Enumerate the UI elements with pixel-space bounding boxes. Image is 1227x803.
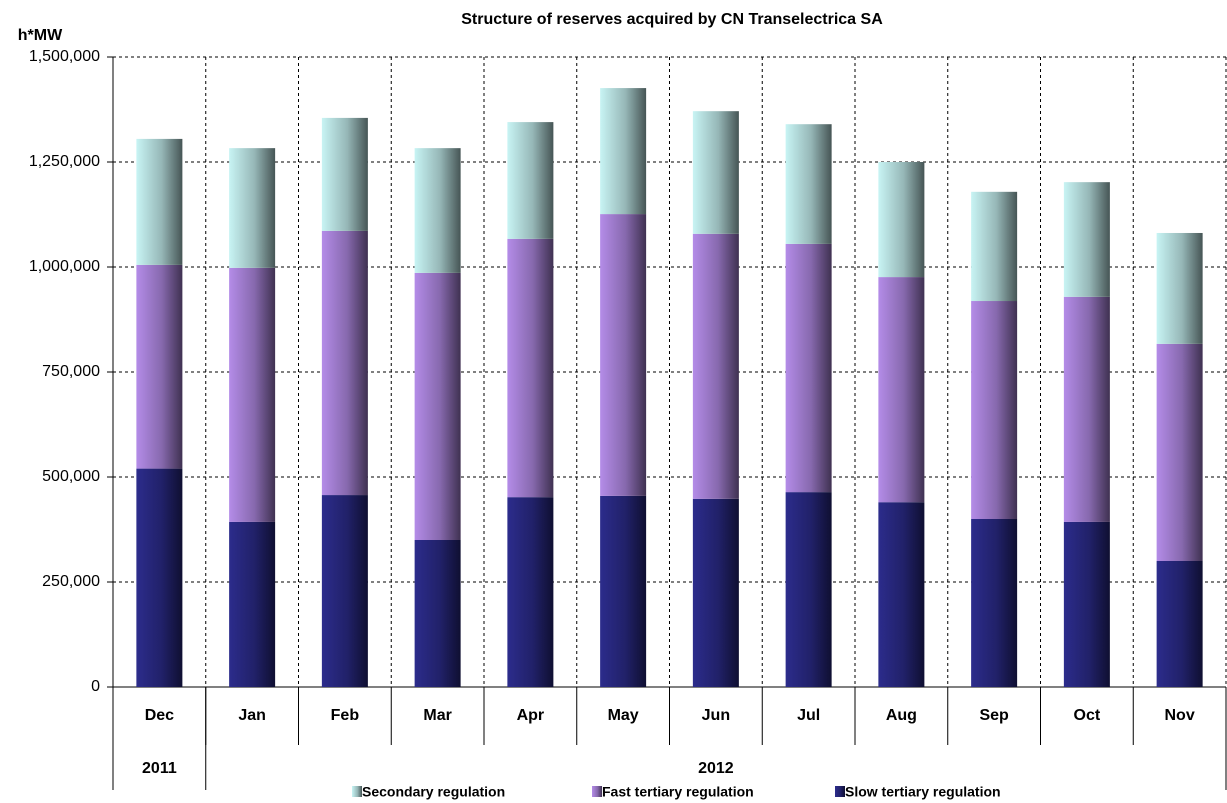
- y-tick-label: 0: [91, 678, 100, 695]
- bar-segment: [971, 191, 1018, 302]
- x-tick-label: Sep: [979, 707, 1009, 724]
- bar-segment: [1063, 182, 1110, 297]
- x-tick-label: Feb: [331, 707, 360, 724]
- bar-segment: [785, 124, 832, 244]
- y-tick-label: 750,000: [42, 363, 100, 380]
- bar-segment: [785, 243, 832, 493]
- bar-segment: [600, 88, 647, 215]
- bar-segment: [692, 111, 739, 234]
- x-tick-label: Aug: [886, 707, 917, 724]
- bar-segment: [321, 495, 368, 687]
- x-tick-label: Jan: [238, 707, 266, 724]
- bar-segment: [1063, 296, 1110, 522]
- bar-segment: [229, 148, 276, 268]
- y-axis-label: h*MW: [18, 27, 63, 44]
- group-label: 2011: [142, 760, 177, 777]
- bar-segment: [229, 267, 276, 522]
- bar-segment: [692, 233, 739, 499]
- bar-segment: [136, 138, 183, 265]
- bar-segment: [1156, 343, 1203, 561]
- bar-segment: [878, 502, 925, 687]
- legend-swatch: [835, 786, 845, 797]
- bar-segment: [600, 495, 647, 687]
- bar-segment: [507, 122, 554, 239]
- bar-segment: [692, 498, 739, 687]
- x-tick-label: Apr: [517, 707, 545, 724]
- legend-label: Secondary regulation: [362, 784, 505, 800]
- bar-segment: [321, 117, 368, 231]
- legend-bg: [340, 782, 1060, 802]
- y-tick-label: 500,000: [42, 468, 100, 485]
- bar-segment: [1156, 561, 1203, 687]
- x-tick-label: Jun: [702, 707, 730, 724]
- chart-title: Structure of reserves acquired by CN Tra…: [461, 11, 883, 28]
- bar-segment: [507, 497, 554, 687]
- bar-segment: [136, 468, 183, 687]
- bar-segment: [785, 492, 832, 687]
- x-tick-label: Nov: [1165, 707, 1195, 724]
- bar-segment: [414, 540, 461, 687]
- bar-segment: [600, 214, 647, 496]
- bar-segment: [1156, 232, 1203, 344]
- legend-swatch: [352, 786, 362, 797]
- y-tick-label: 1,000,000: [29, 258, 100, 275]
- x-tick-label: Dec: [145, 707, 174, 724]
- bar-segment: [414, 148, 461, 273]
- bar-segment: [878, 277, 925, 503]
- y-tick-label: 1,250,000: [29, 153, 100, 170]
- legend-label: Slow tertiary regulation: [845, 784, 1001, 800]
- bar-segment: [878, 162, 925, 278]
- x-tick-label: Jul: [797, 707, 820, 724]
- x-tick-label: Oct: [1074, 707, 1101, 724]
- group-label: 2012: [698, 760, 734, 777]
- bar-segment: [136, 264, 183, 469]
- x-tick-label: Mar: [423, 707, 451, 724]
- legend-label: Fast tertiary regulation: [602, 784, 754, 800]
- bar-segment: [321, 230, 368, 496]
- bar-segment: [507, 238, 554, 498]
- x-tick-label: May: [608, 707, 639, 724]
- bar-segment: [1063, 521, 1110, 687]
- legend-swatch: [592, 786, 602, 797]
- bar-segment: [229, 521, 276, 687]
- bar-segment: [971, 301, 1018, 519]
- bar-segment: [414, 272, 461, 540]
- y-tick-label: 1,500,000: [29, 48, 100, 65]
- y-tick-label: 250,000: [42, 573, 100, 590]
- bar-segment: [971, 519, 1018, 687]
